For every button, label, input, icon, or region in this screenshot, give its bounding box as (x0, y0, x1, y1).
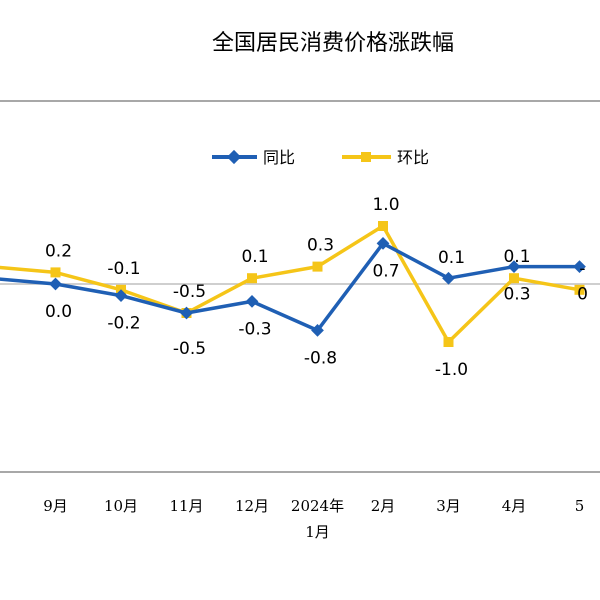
x-tick-label-2: 10月 (104, 497, 138, 515)
data-label-series-1-1: 0.2 (45, 241, 72, 261)
x-tick-label-5-line2: 1月 (305, 523, 330, 541)
data-label-series-1-2: -0.1 (107, 259, 140, 279)
data-label-series-1-6: 1.0 (372, 195, 399, 215)
data-label-series-0-7: 0.1 (438, 248, 465, 268)
series-0-point-5 (311, 324, 324, 337)
legend-label-series-1: 环比 (397, 148, 429, 167)
legend: 同比 环比 (212, 148, 429, 167)
series-0-point-2 (114, 289, 128, 302)
data-label-series-1-9: - (579, 259, 585, 279)
x-tick-label-8: 4月 (502, 497, 527, 515)
x-tick-label-4: 12月 (235, 497, 269, 515)
series-0-point-7 (442, 271, 455, 285)
x-tick-label-7: 3月 (436, 497, 461, 515)
legend-label-series-0: 同比 (263, 148, 295, 167)
chart-title: 全国居民消费价格涨跌幅 (212, 31, 454, 56)
series-1-point-5 (312, 261, 323, 272)
x-tick-label-1: 9月 (43, 497, 68, 515)
data-label-series-1-7: -1.0 (435, 360, 468, 380)
x-tick-label-6: 2月 (371, 497, 396, 515)
series-1-point-8 (509, 273, 519, 284)
x-tick-layer: 9月 10月 11月 12月 2024年 1月 2月 3月 4月 5 (43, 497, 584, 541)
series-line-1 (0, 224, 580, 344)
series-0-point-4 (245, 295, 259, 308)
data-label-layer: 0.20.0-0.1-0.2-0.5-0.50.1-0.30.3-0.81.00… (45, 195, 588, 380)
data-label-series-0-6: 0.7 (372, 261, 399, 281)
series-0-point-1 (49, 277, 62, 291)
legend-marker-series-1 (361, 152, 371, 162)
data-label-series-1-8: 0.1 (503, 247, 530, 267)
data-label-series-1-3: -0.5 (173, 282, 206, 302)
legend-item-series-1: 环比 (342, 148, 429, 167)
data-label-series-0-9: 0 (577, 285, 588, 305)
data-label-series-0-8: 0.3 (503, 285, 530, 305)
data-label-series-0-4: -0.3 (238, 319, 271, 339)
series-line-0 (0, 241, 580, 333)
legend-item-series-0: 同比 (212, 148, 295, 167)
series-1-point-1 (50, 267, 61, 278)
data-label-series-1-5: 0.3 (307, 236, 334, 256)
data-label-series-0-1: 0.0 (45, 302, 72, 322)
x-tick-label-9: 5 (575, 497, 585, 515)
series-1-point-7 (443, 337, 454, 347)
series-0-point-6 (376, 237, 390, 250)
data-label-series-1-4: 0.1 (241, 247, 268, 267)
legend-marker-series-0 (226, 149, 242, 165)
series-1-point-6 (378, 221, 388, 231)
data-label-series-0-3: -0.5 (173, 339, 206, 359)
x-tick-label-3: 11月 (169, 497, 203, 515)
data-label-series-0-2: -0.2 (107, 314, 140, 334)
series-1-point-9 (574, 284, 585, 295)
x-tick-label-5: 2024年 (291, 497, 344, 515)
series-1-point-4 (247, 273, 257, 284)
series-0-point-3 (180, 306, 193, 320)
data-label-series-0-5: -0.8 (304, 348, 337, 368)
